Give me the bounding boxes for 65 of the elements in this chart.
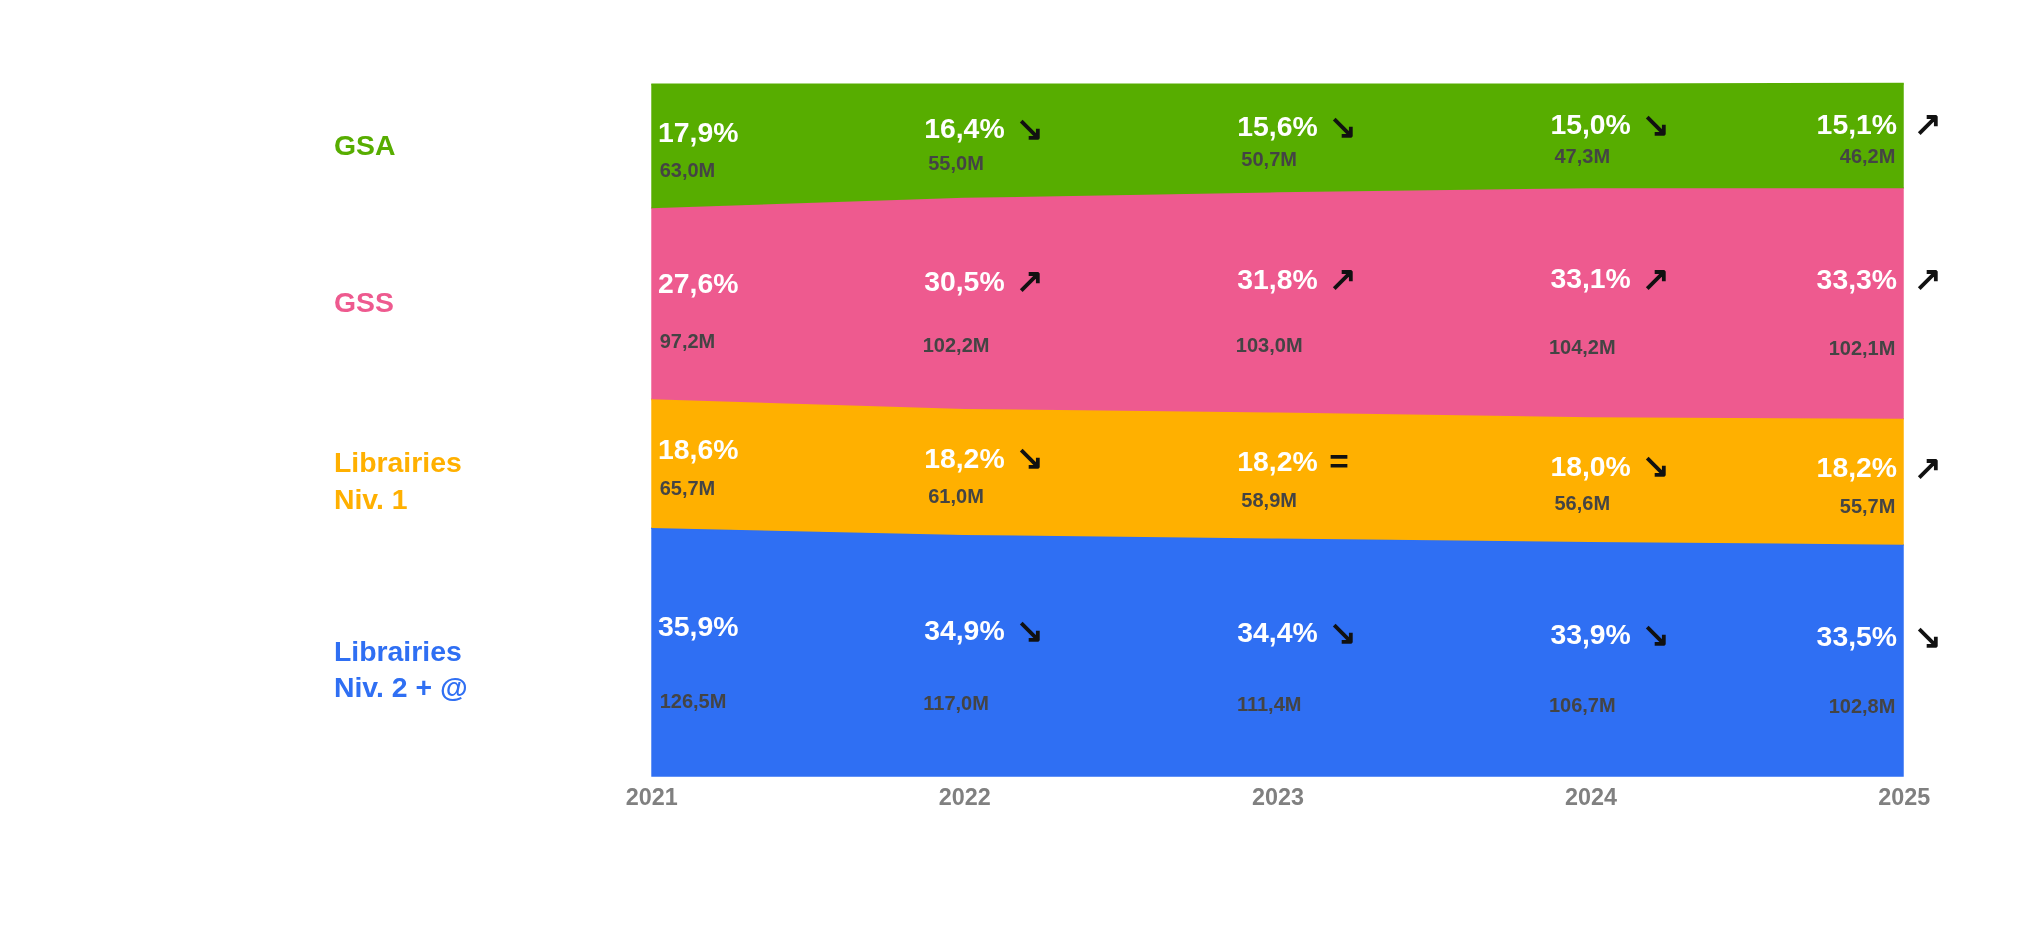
- annotation: ↘: [1016, 439, 1045, 477]
- annotation: ↘: [1642, 105, 1671, 143]
- annotation: 47,3M: [1554, 144, 1611, 167]
- x-tick-label: 2021: [625, 784, 678, 811]
- data-label: 35,9%: [657, 609, 739, 642]
- annotation: 102,8M: [1828, 694, 1896, 717]
- annotation: ↗: [1642, 259, 1671, 297]
- data-label: 30,5%: [924, 264, 1005, 297]
- annotation: 111,4M: [1236, 693, 1302, 716]
- data-label: 33,1%: [1550, 262, 1631, 295]
- annotation: 63,0M: [659, 158, 716, 181]
- x-tick-label: 2023: [1251, 784, 1304, 811]
- data-label: 34,4%: [1237, 616, 1318, 649]
- data-label: 15,6%: [1237, 109, 1318, 142]
- annotation: =: [1329, 442, 1349, 480]
- annotation: ↘: [1329, 613, 1358, 651]
- annotation: 97,2M: [659, 329, 716, 352]
- data-label: 17,9%: [657, 116, 739, 149]
- annotation: ↘: [1642, 615, 1671, 653]
- data-label: 33,3%: [1816, 262, 1898, 295]
- text: Librairies Niv. 1: [333, 446, 462, 515]
- x-tick-label: 2022: [938, 784, 991, 811]
- annotation: 117,0M: [923, 692, 989, 715]
- annotation: ↘: [1016, 611, 1045, 649]
- annotation: 65,7M: [659, 477, 716, 500]
- data-label: 34,9%: [924, 614, 1005, 647]
- annotation: 61,0M: [928, 485, 984, 508]
- text: ↘: [1913, 617, 1942, 655]
- text: ↗: [1913, 449, 1942, 487]
- data-label: 15,1%: [1816, 107, 1898, 140]
- data-label: 18,0%: [1550, 449, 1631, 482]
- data-label: 18,2%: [1816, 451, 1898, 484]
- annotation: 58,9M: [1241, 488, 1297, 511]
- x-tick-label: 2024: [1565, 784, 1618, 811]
- annotation: ↘: [1016, 109, 1045, 147]
- annotation: 103,0M: [1235, 334, 1303, 357]
- annotation: ↘: [1642, 447, 1671, 485]
- annotation: 102,1M: [1828, 337, 1896, 360]
- annotation: 55,0M: [928, 151, 984, 174]
- annotation: 55,7M: [1839, 494, 1896, 517]
- annotation: 50,7M: [1241, 147, 1297, 170]
- annotation: ↗: [1329, 260, 1358, 298]
- data-label: 15,0%: [1550, 108, 1631, 141]
- data-label: 18,2%: [1237, 445, 1318, 478]
- annotation: 46,2M: [1839, 144, 1896, 167]
- x-tick-label: 2025: [1878, 784, 1931, 811]
- text: GSS: [333, 286, 394, 319]
- data-label: 31,8%: [1237, 262, 1318, 295]
- annotation: 104,2M: [1548, 336, 1616, 359]
- annotation: ↘: [1329, 107, 1358, 145]
- data-label: 16,4%: [924, 112, 1005, 145]
- text: GSA: [333, 128, 396, 161]
- text: ↗: [1913, 105, 1942, 143]
- annotation: 56,6M: [1554, 492, 1611, 515]
- data-label: 27,6%: [657, 267, 739, 300]
- annotation: 106,7M: [1548, 694, 1616, 717]
- annotation: ↗: [1016, 262, 1045, 300]
- text: Librairies Niv. 2 + @: [333, 634, 468, 704]
- data-label: 33,9%: [1550, 618, 1631, 651]
- data-label: 18,2%: [924, 441, 1005, 474]
- text: ↗: [1913, 260, 1942, 298]
- data-label: 33,5%: [1816, 619, 1898, 652]
- annotation: 126,5M: [659, 689, 727, 712]
- annotation: 102,2M: [922, 333, 990, 356]
- data-label: 18,6%: [657, 433, 739, 466]
